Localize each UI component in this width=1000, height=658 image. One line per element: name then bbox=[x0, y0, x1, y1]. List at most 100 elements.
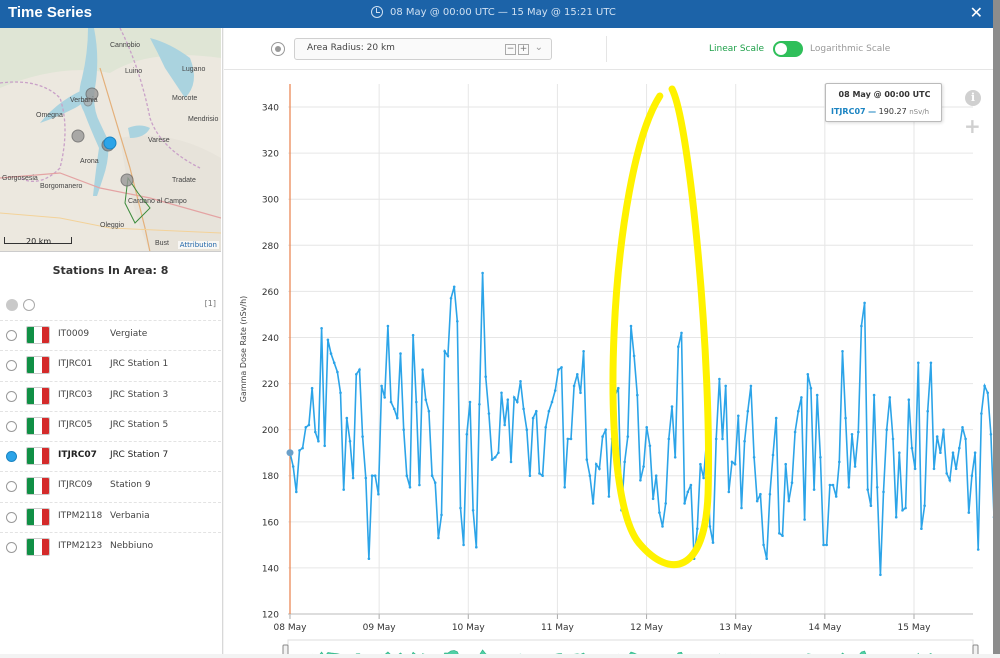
tooltip-row: ITJRC07 — 190.27 nSv/h bbox=[831, 107, 929, 116]
log-scale-label[interactable]: Logarithmic Scale bbox=[810, 44, 890, 54]
data-point bbox=[415, 401, 418, 404]
data-point bbox=[541, 474, 544, 477]
tooltip-time: 08 May @ 00:00 UTC bbox=[826, 90, 943, 99]
data-point bbox=[598, 468, 601, 471]
data-point bbox=[668, 438, 671, 441]
station-name: JRC Station 1 bbox=[110, 359, 168, 369]
data-point bbox=[680, 332, 683, 335]
data-point bbox=[945, 472, 948, 475]
data-point bbox=[974, 451, 977, 454]
radius-decrease-button[interactable]: − bbox=[505, 44, 516, 55]
station-radio[interactable] bbox=[6, 330, 17, 341]
data-point bbox=[835, 495, 838, 498]
data-point bbox=[330, 352, 333, 355]
data-point bbox=[305, 426, 308, 429]
station-code: ITJRC05 bbox=[58, 420, 92, 430]
station-name: JRC Station 7 bbox=[110, 450, 168, 460]
data-point bbox=[317, 440, 320, 443]
select-none-radio[interactable] bbox=[23, 299, 35, 311]
data-point bbox=[696, 527, 699, 530]
data-point bbox=[718, 378, 721, 381]
data-point bbox=[788, 500, 791, 503]
station-name: Station 9 bbox=[110, 480, 151, 490]
station-radio[interactable] bbox=[6, 512, 17, 523]
map-scale-label: 20 km bbox=[26, 237, 51, 246]
chevron-down-icon[interactable]: ⌄ bbox=[535, 42, 543, 53]
station-code: ITPM2123 bbox=[58, 541, 102, 551]
info-icon[interactable]: i bbox=[965, 90, 981, 106]
station-code: ITJRC07 bbox=[58, 450, 97, 460]
navigator-handle-left[interactable] bbox=[283, 645, 288, 654]
target-icon[interactable] bbox=[271, 42, 285, 56]
navigator-handle-right[interactable] bbox=[973, 645, 978, 654]
data-point bbox=[832, 484, 835, 487]
data-point bbox=[687, 491, 690, 494]
map-attribution[interactable]: Attribution bbox=[178, 241, 219, 249]
data-point bbox=[579, 392, 582, 395]
close-icon[interactable]: ✕ bbox=[970, 3, 983, 22]
data-point bbox=[358, 368, 361, 371]
data-point bbox=[295, 491, 298, 494]
stations-in-area-title: Stations In Area: 8 bbox=[0, 264, 221, 277]
data-point bbox=[308, 424, 311, 427]
data-point bbox=[368, 557, 371, 560]
linear-scale-label[interactable]: Linear Scale bbox=[709, 44, 764, 54]
plus-icon[interactable]: + bbox=[964, 114, 981, 138]
radius-increase-button[interactable]: + bbox=[518, 44, 529, 55]
data-point bbox=[589, 474, 592, 477]
data-point bbox=[977, 548, 980, 551]
data-point bbox=[712, 541, 715, 544]
y-tick-label: 160 bbox=[262, 518, 279, 528]
x-tick-label: 11 May bbox=[541, 623, 575, 633]
map-canvas[interactable] bbox=[0, 28, 221, 252]
station-radio[interactable] bbox=[6, 542, 17, 553]
station-radio[interactable] bbox=[6, 451, 17, 462]
data-point bbox=[800, 396, 803, 399]
attribution-link[interactable]: Attribution bbox=[180, 241, 217, 249]
data-point bbox=[854, 465, 857, 468]
data-point bbox=[371, 474, 374, 477]
select-all-radio[interactable] bbox=[6, 299, 18, 311]
map-place-label: Cardano al Campo bbox=[128, 198, 187, 205]
data-point bbox=[655, 474, 658, 477]
data-point bbox=[418, 484, 421, 487]
scale-toggle[interactable] bbox=[773, 41, 803, 57]
data-point bbox=[848, 486, 851, 489]
tooltip-unit: nSv/h bbox=[909, 108, 929, 116]
data-point bbox=[747, 410, 750, 413]
data-point bbox=[434, 481, 437, 484]
data-point bbox=[437, 537, 440, 540]
station-radio[interactable] bbox=[6, 481, 17, 492]
station-radio[interactable] bbox=[6, 360, 17, 371]
data-point bbox=[926, 410, 929, 413]
data-point bbox=[301, 447, 304, 450]
data-point bbox=[469, 401, 472, 404]
data-point bbox=[472, 509, 475, 512]
data-point bbox=[563, 486, 566, 489]
tooltip-dash: — bbox=[868, 107, 876, 116]
map-place-label: Gorgosesia bbox=[2, 175, 38, 182]
data-point bbox=[311, 387, 314, 390]
map-place-label: Mendrisio bbox=[188, 116, 218, 123]
station-radio[interactable] bbox=[6, 421, 17, 432]
station-item[interactable]: ITJRC07 JRC Station 7 bbox=[0, 441, 221, 471]
data-point bbox=[450, 297, 453, 300]
window-title: Time Series bbox=[8, 4, 92, 21]
data-point bbox=[791, 481, 794, 484]
station-radio[interactable] bbox=[6, 391, 17, 402]
area-radius-select[interactable]: Area Radius: 20 km − + ⌄ bbox=[294, 38, 552, 60]
data-point bbox=[784, 463, 787, 466]
data-point bbox=[807, 373, 810, 376]
data-point bbox=[522, 408, 525, 411]
